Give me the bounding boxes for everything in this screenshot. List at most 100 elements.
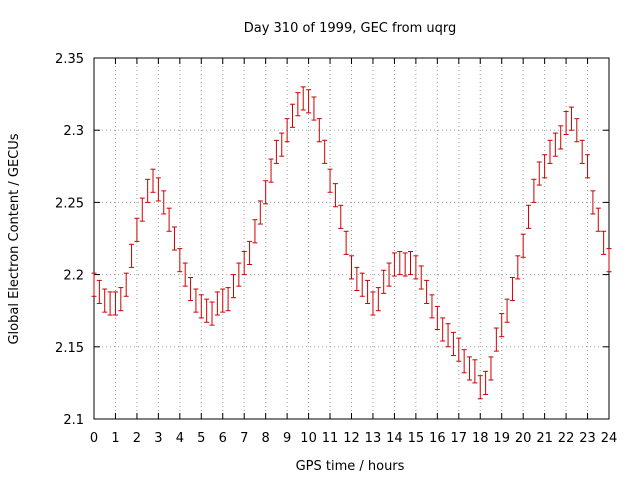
data-point xyxy=(107,291,113,316)
x-axis-label: GPS time / hours xyxy=(296,459,405,474)
gec-series xyxy=(91,86,612,400)
y-tick-label: 2.15 xyxy=(55,341,84,356)
x-tick-label: 2 xyxy=(133,431,141,446)
data-point xyxy=(552,132,558,157)
y-tick-label: 2.2 xyxy=(63,269,84,284)
data-point xyxy=(102,288,108,313)
data-point xyxy=(225,287,231,312)
x-tick-label: 21 xyxy=(536,431,553,446)
data-point xyxy=(295,92,301,117)
data-point xyxy=(467,356,473,381)
data-point xyxy=(450,331,456,356)
data-point xyxy=(263,180,269,205)
data-point xyxy=(171,226,177,251)
data-point xyxy=(568,106,574,131)
data-point xyxy=(289,103,295,128)
data-point xyxy=(161,190,167,215)
data-point xyxy=(558,125,564,150)
data-point xyxy=(585,154,591,179)
x-tick-label: 5 xyxy=(197,431,205,446)
x-tick-label: 24 xyxy=(601,431,618,446)
data-point xyxy=(311,96,317,121)
y-tick-label: 2.3 xyxy=(63,124,84,139)
data-point xyxy=(477,375,483,400)
data-point xyxy=(273,139,279,164)
y-axis-label: Global Electron Content / GECUs xyxy=(7,133,22,344)
x-tick-label: 3 xyxy=(154,431,162,446)
data-point xyxy=(434,305,440,330)
data-point xyxy=(483,370,489,395)
data-point xyxy=(338,204,344,229)
data-point xyxy=(284,118,290,143)
data-point xyxy=(499,313,505,338)
data-point xyxy=(493,327,499,352)
data-point xyxy=(343,230,349,255)
data-point xyxy=(461,349,467,374)
data-point xyxy=(220,288,226,313)
y-tick-label: 2.1 xyxy=(63,413,84,428)
data-point xyxy=(472,359,478,384)
data-point xyxy=(322,139,328,164)
x-tick-label: 14 xyxy=(386,431,403,446)
data-point xyxy=(408,250,414,276)
data-point xyxy=(257,200,263,225)
data-point xyxy=(252,219,258,244)
data-point xyxy=(354,266,360,291)
data-point xyxy=(134,217,140,242)
data-point xyxy=(241,250,247,276)
y-tick-label: 2.35 xyxy=(55,52,84,67)
data-point xyxy=(574,118,580,143)
data-point xyxy=(536,161,542,186)
data-point xyxy=(445,323,451,348)
x-tick-label: 17 xyxy=(451,431,468,446)
x-tick-label: 19 xyxy=(493,431,510,446)
x-tick-label: 8 xyxy=(262,431,270,446)
x-tick-labels: 0 1 2 3 4 5 6 7 8 9 10 11 12 13 14 15 16 17 18 19 20 21 22 23 24 xyxy=(90,431,617,446)
data-point xyxy=(214,291,220,316)
data-point xyxy=(279,132,285,157)
data-point xyxy=(193,288,199,313)
data-point xyxy=(96,279,102,304)
x-tick-label: 7 xyxy=(240,431,248,446)
grid-lines xyxy=(94,58,609,419)
x-tick-label: 15 xyxy=(408,431,425,446)
data-point xyxy=(563,110,569,136)
data-point xyxy=(402,252,408,277)
data-point xyxy=(375,287,381,312)
x-tick-label: 16 xyxy=(429,431,446,446)
data-point xyxy=(365,279,371,304)
data-point xyxy=(381,269,387,294)
data-point xyxy=(424,279,430,304)
data-point xyxy=(349,255,354,280)
data-point xyxy=(236,262,242,287)
data-point xyxy=(526,204,532,229)
data-point xyxy=(112,291,118,316)
data-point xyxy=(91,272,97,297)
data-point xyxy=(139,197,145,222)
axis-ticks xyxy=(93,57,610,420)
data-point xyxy=(606,248,612,273)
data-point xyxy=(332,183,338,208)
data-point xyxy=(247,240,253,265)
data-point xyxy=(129,243,135,268)
data-point xyxy=(531,178,537,203)
data-point xyxy=(413,255,419,280)
data-point xyxy=(547,139,553,164)
x-tick-label: 1 xyxy=(111,431,119,446)
data-point xyxy=(595,207,601,232)
chart-title: Day 310 of 1999, GEC from uqrg xyxy=(244,21,457,36)
data-point xyxy=(601,230,607,255)
data-point xyxy=(590,190,596,215)
data-point xyxy=(520,233,526,258)
data-point xyxy=(440,317,446,342)
x-tick-label: 18 xyxy=(472,431,489,446)
data-point xyxy=(488,356,494,381)
data-point xyxy=(306,89,312,114)
y-tick-labels: 2.1 2.15 2.2 2.25 2.3 2.35 xyxy=(55,52,84,428)
data-point xyxy=(370,291,376,316)
data-point xyxy=(456,337,462,362)
data-point xyxy=(204,298,210,323)
x-tick-label: 22 xyxy=(558,431,575,446)
data-point xyxy=(209,301,215,326)
